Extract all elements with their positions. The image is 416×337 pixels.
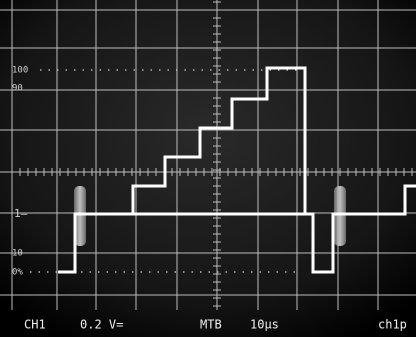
graticule-label: 100 xyxy=(12,66,28,76)
trigger-jitter xyxy=(74,186,86,246)
graticule-label: 10 xyxy=(12,249,23,259)
trigger-source: ch1p xyxy=(378,318,407,332)
graticule xyxy=(0,0,416,310)
graticule-label: 0% xyxy=(12,268,23,278)
time-per-div: 10μs xyxy=(250,318,279,332)
channel: CH1 xyxy=(24,318,46,332)
graticule-label: 90 xyxy=(12,84,23,94)
graticule-label: 1– xyxy=(14,207,28,220)
trigger-jitter xyxy=(334,186,346,246)
timebase: MTB xyxy=(200,318,222,332)
waveform xyxy=(58,66,416,274)
volts-per-div: 0.2 V= xyxy=(80,318,123,332)
